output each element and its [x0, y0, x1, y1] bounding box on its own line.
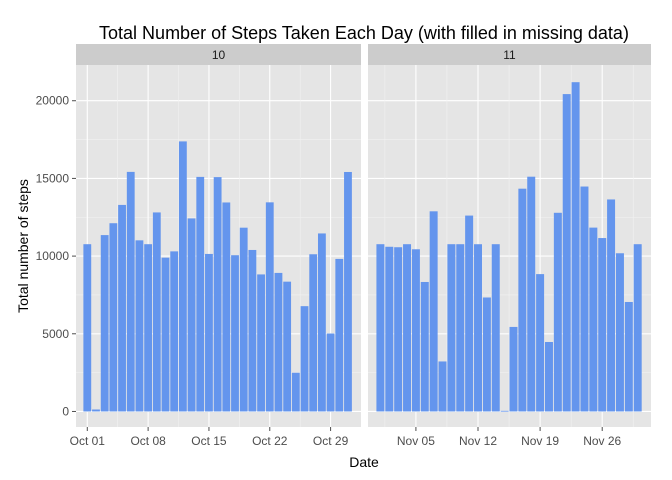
x-tick-label: Oct 08	[130, 434, 166, 448]
bar-2012-10-20[interactable]	[248, 249, 257, 412]
bar-2012-10-24[interactable]	[283, 281, 292, 412]
bar-2012-10-17[interactable]	[222, 202, 231, 412]
y-tick-label: 0	[62, 404, 69, 418]
bar-2012-10-10[interactable]	[161, 257, 170, 412]
bar-2012-11-16[interactable]	[509, 326, 518, 412]
bar-2012-10-23[interactable]	[274, 272, 283, 412]
x-axis-title: Date	[349, 454, 379, 470]
bar-2012-10-28[interactable]	[317, 233, 326, 412]
chart-title: Total Number of Steps Taken Each Day (wi…	[99, 23, 629, 43]
bars	[83, 141, 352, 412]
facet-panel-10: 10 Oct 01 Oct 08 Oct 15 Oct 22 Oct 29	[70, 44, 361, 448]
bar-2012-11-15[interactable]	[500, 410, 509, 412]
bar-2012-10-21[interactable]	[257, 274, 265, 412]
bar-2012-10-05[interactable]	[118, 204, 126, 412]
bar-2012-11-13[interactable]	[482, 297, 491, 412]
bar-2012-11-20[interactable]	[544, 341, 553, 412]
bar-2012-11-11[interactable]	[465, 215, 474, 412]
bar-2012-10-16[interactable]	[213, 177, 222, 412]
bar-2012-11-28[interactable]	[615, 253, 624, 412]
x-tick-label: Oct 01	[70, 434, 106, 448]
bar-2012-10-27[interactable]	[309, 254, 318, 412]
bar-2012-10-22[interactable]	[265, 202, 274, 412]
bar-2012-11-02[interactable]	[385, 246, 394, 412]
bar-2012-10-25[interactable]	[291, 372, 300, 412]
x-tick-label: Nov 19	[521, 434, 559, 448]
bar-2012-11-04[interactable]	[403, 244, 412, 412]
x-tick-label: Oct 15	[191, 434, 227, 448]
bar-2012-11-17[interactable]	[518, 188, 527, 412]
bar-2012-10-12[interactable]	[178, 141, 187, 412]
y-axis: 0 5000 10000 15000 20000	[36, 94, 76, 418]
bar-2012-11-14[interactable]	[491, 244, 500, 412]
bar-2012-10-02[interactable]	[92, 409, 100, 412]
y-tick-label: 10000	[36, 249, 70, 263]
bars	[376, 82, 642, 412]
bar-2012-11-12[interactable]	[474, 244, 482, 412]
facet-panels: 10 Oct 01 Oct 08 Oct 15 Oct 22 Oct 29 11 Nov 05…	[70, 44, 651, 448]
bar-2012-10-18[interactable]	[231, 255, 239, 412]
bar-2012-11-22[interactable]	[562, 94, 571, 412]
bar-2012-11-19[interactable]	[536, 274, 545, 412]
facet-strip-label: 10	[212, 48, 226, 62]
bar-2012-11-09[interactable]	[447, 244, 456, 412]
y-tick-label: 20000	[36, 94, 70, 108]
bar-2012-11-01[interactable]	[376, 244, 385, 412]
bar-2012-11-07[interactable]	[429, 211, 438, 412]
bar-2012-10-01[interactable]	[83, 244, 92, 412]
bar-2012-10-26[interactable]	[300, 306, 309, 412]
y-axis-title: Total number of steps	[15, 179, 31, 313]
bar-2012-11-25[interactable]	[589, 227, 598, 412]
bar-2012-11-08[interactable]	[438, 361, 447, 412]
bar-2012-10-19[interactable]	[239, 227, 248, 412]
bar-2012-11-21[interactable]	[553, 212, 562, 412]
bar-2012-10-13[interactable]	[187, 218, 196, 412]
facet-strip	[368, 44, 651, 65]
bar-2012-11-10[interactable]	[456, 244, 465, 412]
bar-2012-10-31[interactable]	[344, 171, 352, 412]
x-tick-label: Nov 12	[459, 434, 497, 448]
x-tick-label: Oct 29	[313, 434, 349, 448]
x-tick-label: Oct 22	[252, 434, 288, 448]
bar-2012-10-03[interactable]	[100, 235, 109, 412]
bar-2012-10-07[interactable]	[135, 240, 144, 412]
facet-strip-label: 11	[503, 48, 516, 62]
bar-2012-11-30[interactable]	[633, 244, 642, 412]
bar-2012-11-03[interactable]	[394, 247, 403, 412]
bar-2012-11-06[interactable]	[420, 281, 429, 412]
bar-2012-10-06[interactable]	[126, 171, 135, 412]
bar-2012-11-27[interactable]	[607, 199, 616, 412]
x-tick-label: Nov 05	[397, 434, 435, 448]
y-tick-label: 15000	[36, 171, 70, 185]
bar-2012-11-24[interactable]	[580, 186, 589, 412]
facet-panel-11: 11 Nov 05 Nov 12 Nov 19 Nov 26	[368, 44, 651, 448]
bar-2012-10-29[interactable]	[326, 333, 335, 412]
bar-2012-10-30[interactable]	[335, 258, 344, 412]
bar-2012-10-15[interactable]	[205, 253, 213, 412]
bar-2012-10-14[interactable]	[196, 176, 205, 412]
bar-2012-11-26[interactable]	[598, 238, 607, 412]
facet-strip	[76, 44, 361, 65]
bar-2012-11-29[interactable]	[624, 301, 633, 412]
bar-2012-11-05[interactable]	[411, 249, 420, 412]
bar-2012-10-08[interactable]	[144, 244, 153, 412]
bar-2012-11-23[interactable]	[571, 82, 580, 412]
bar-2012-10-04[interactable]	[109, 223, 118, 412]
bar-2012-11-18[interactable]	[527, 176, 536, 412]
y-tick-label: 5000	[42, 327, 69, 341]
bar-2012-10-09[interactable]	[152, 212, 161, 412]
x-tick-label: Nov 26	[583, 434, 621, 448]
bar-2012-10-11[interactable]	[170, 251, 179, 412]
